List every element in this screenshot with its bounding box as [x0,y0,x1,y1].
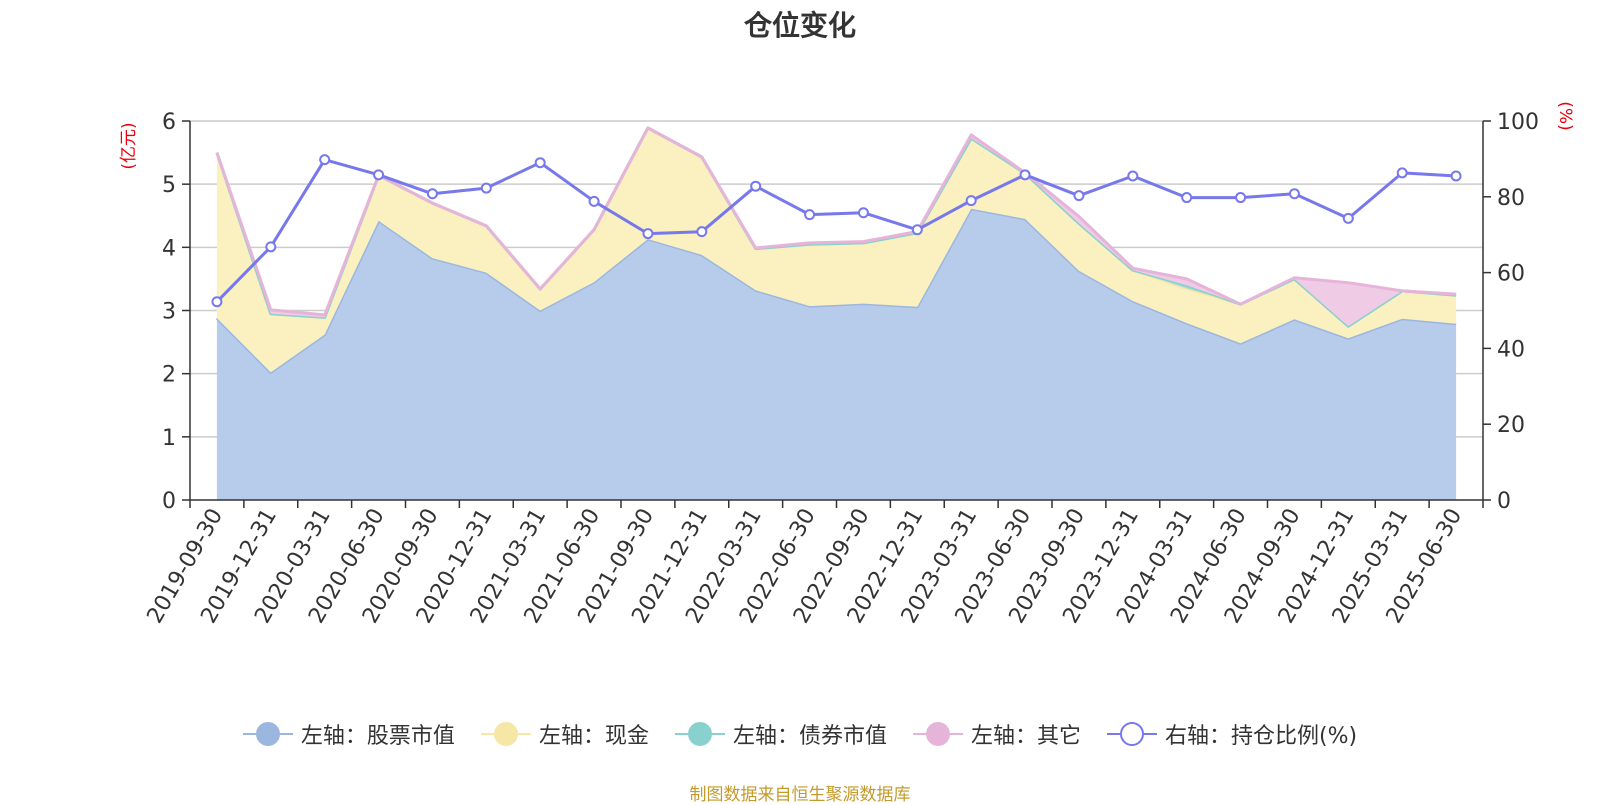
right-axis-unit: (%) [1555,101,1575,130]
right-tick-label: 60 [1497,262,1525,287]
ratio-line-series [211,154,1462,308]
legend-swatch-bond [674,721,725,747]
legend-label-cash: 左轴：现金 [538,724,649,749]
ratio-point [1235,192,1247,204]
left-tick-label: 0 [162,489,176,514]
right-tick-label: 100 [1497,110,1539,135]
legend-item-ratio[interactable]: 右轴：持仓比例(%) [1106,718,1358,750]
right-tick-label: 0 [1497,489,1511,514]
left-tick-label: 4 [162,236,176,261]
ratio-point [373,169,385,181]
ratio-point [1450,170,1462,182]
area-series [215,126,1457,501]
ratio-point [804,209,816,221]
ratio-point [857,207,869,219]
ratio-point [1019,169,1031,181]
ratio-point [319,154,331,166]
ratio-point [1342,212,1354,224]
left-tick-label: 2 [162,363,176,388]
ratio-point [265,241,277,253]
legend-label-ratio: 右轴：持仓比例(%) [1164,724,1358,749]
source-note: 制图数据来自恒生聚源数据库 [689,785,911,805]
right-tick-label: 80 [1497,186,1525,211]
ratio-point [211,296,223,308]
ratio-point [911,224,923,236]
ratio-point [642,228,654,240]
ratio-point [1181,192,1193,204]
ratio-point [696,226,708,238]
area-edge-3 [215,126,1457,317]
legend-swatch-other [912,721,963,747]
ratio-point [750,180,762,192]
legend-item-bond[interactable]: 左轴：债券市值 [674,718,887,750]
left-tick-label: 3 [162,300,176,325]
ratio-point [1396,167,1408,179]
left-axis-unit: (亿元) [119,122,139,169]
left-tick-label: 1 [162,426,176,451]
ratio-point [426,188,438,200]
ratio-point [965,195,977,207]
area-fill-1 [216,127,1457,373]
legend: 左轴：股票市值 左轴：现金 左轴：债券市值 左轴：其它 右轴：持仓比例(%) [0,718,1600,750]
right-tick-label: 40 [1497,337,1525,362]
legend-label-other: 左轴：其它 [970,724,1081,749]
ratio-point [534,157,546,169]
area-fill-0 [216,208,1457,501]
ratio-line [215,158,1457,303]
area-fill-3 [216,127,1457,327]
ratio-point [588,195,600,207]
chart-title: 仓位变化 [743,9,856,42]
legend-item-stock[interactable]: 左轴：股票市值 [242,718,455,750]
legend-item-other[interactable]: 左轴：其它 [912,718,1081,750]
ratio-point [480,182,492,194]
ratio-point [1288,188,1300,200]
legend-label-bond: 左轴：债券市值 [732,724,887,749]
legend-item-cash[interactable]: 左轴：现金 [480,718,649,750]
right-tick-label: 20 [1497,413,1525,438]
legend-swatch-ratio [1106,721,1157,747]
left-tick-label: 5 [162,173,176,198]
left-tick-label: 6 [162,110,176,135]
ratio-point [1073,190,1085,202]
ratio-point [1127,170,1139,182]
legend-label-stock: 左轴：股票市值 [300,724,455,749]
legend-swatch-stock [242,721,293,747]
legend-swatch-cash [480,721,531,747]
